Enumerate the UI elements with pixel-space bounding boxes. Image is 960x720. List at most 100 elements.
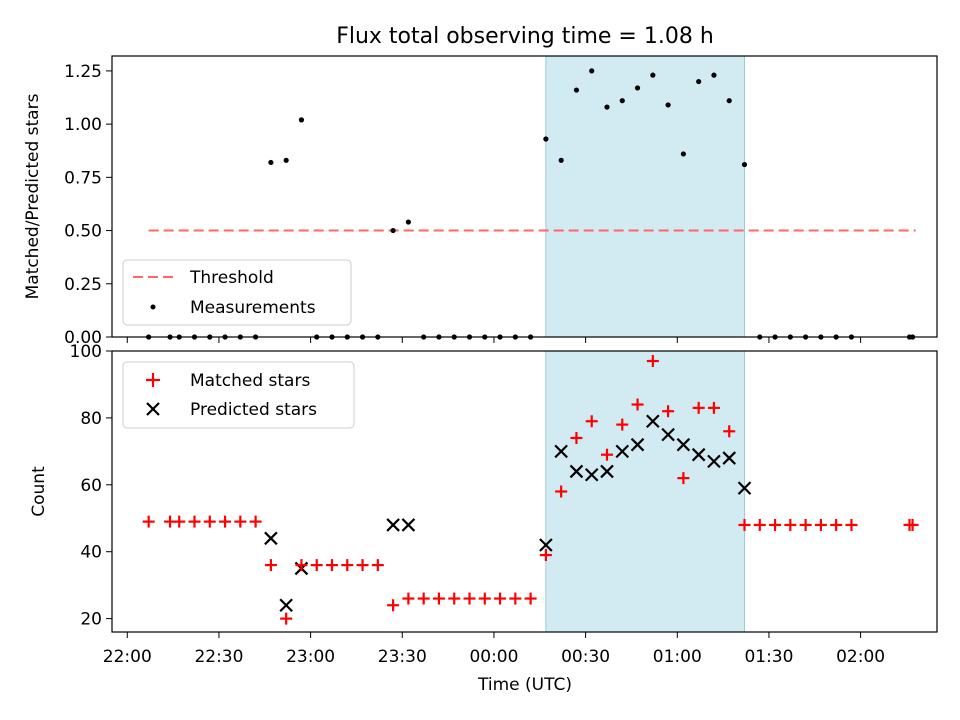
predicted-point [615, 444, 630, 459]
matched-point [769, 518, 782, 531]
matched-point [784, 518, 797, 531]
predicted-point-stroke [661, 427, 675, 442]
matched-point [707, 401, 720, 414]
measurement-point [573, 87, 580, 93]
matched-point [723, 425, 736, 438]
predicted-point-stroke [737, 481, 752, 495]
bottom-y-axis-label: Count [29, 466, 49, 517]
y-tick-label: 80 [80, 409, 102, 429]
matched-point [356, 559, 369, 572]
measurement-point [619, 98, 625, 104]
matched-point [448, 592, 461, 605]
predicted-point [554, 444, 568, 459]
matched-point [326, 559, 338, 572]
matched-point [280, 612, 293, 625]
bottom-legend-box [122, 361, 355, 429]
measurement-point [680, 151, 686, 157]
y-tick-label: 60 [80, 476, 102, 496]
matched-point [539, 549, 552, 562]
predicted-point [676, 437, 691, 452]
measurement-point [726, 98, 732, 104]
predicted-point [646, 414, 660, 429]
predicted-point-stroke [279, 598, 293, 613]
measurement-point [405, 219, 411, 225]
measurement-point [543, 136, 549, 142]
matched-point [387, 599, 400, 612]
predicted-point [569, 464, 584, 479]
predicted-point [401, 518, 416, 532]
matched-point [234, 515, 247, 528]
chart-title: Flux total observing time = 1.08 h [336, 24, 714, 49]
predicted-point [279, 598, 293, 613]
matched-point [799, 518, 812, 531]
matched-point [570, 431, 583, 444]
measurement-point [298, 117, 305, 123]
matched-point [753, 518, 766, 531]
matched-point [310, 559, 323, 572]
top-highlight-span [545, 55, 746, 338]
matched-points [142, 355, 919, 625]
matched-point [646, 355, 659, 368]
y-tick-label: 1.00 [64, 115, 102, 135]
predicted-point-stroke [615, 444, 630, 459]
predicted-point [264, 531, 278, 546]
legend-measurements-label: Measurements [190, 298, 316, 318]
top-axes: 0.00 0.25 0.50 0.75 1.00 1.25 Matched/Predict… [23, 55, 938, 348]
measurement-point [741, 161, 748, 168]
matched-point [494, 592, 507, 605]
matched-point [142, 515, 155, 528]
y-tick-label: 1.25 [64, 62, 102, 82]
x-tick-label: 00:30 [561, 647, 610, 667]
matched-point [677, 472, 690, 485]
x-tick-label: 23:00 [286, 647, 335, 667]
y-tick-label: 0.50 [64, 222, 102, 242]
matched-point [662, 405, 675, 418]
predicted-point-stroke [646, 414, 660, 429]
predicted-point [737, 481, 752, 495]
predicted-point-stroke [722, 451, 737, 465]
matched-point [845, 518, 858, 531]
y-tick-label: 0.75 [64, 168, 102, 188]
predicted-point [539, 538, 553, 552]
matched-point [264, 559, 277, 572]
legend-predicted-label: Predicted stars [190, 400, 317, 420]
measurement-point [650, 72, 656, 78]
y-tick-label: 100 [70, 342, 102, 362]
measurement-point [268, 159, 274, 166]
x-tick-label: 01:30 [744, 647, 793, 667]
matched-point [402, 592, 415, 605]
matched-point [585, 415, 598, 428]
bottom-legend: Matched stars Predicted stars [122, 361, 355, 429]
predicted-point [600, 464, 614, 479]
measurement-point [665, 102, 671, 108]
x-axis-label: Time (UTC) [477, 675, 572, 695]
matched-point [463, 592, 476, 605]
matched-point [738, 518, 751, 531]
matched-point [692, 401, 705, 414]
matched-point [188, 515, 201, 528]
measurement-point [283, 157, 289, 163]
top-legend-box [122, 259, 352, 326]
bottom-axes: 20 40 60 80 100 22:00 22:30 23:00 23:30 00:00 00:… [29, 342, 938, 695]
matched-point [371, 559, 384, 572]
bottom-highlight-span [545, 350, 746, 633]
top-axes-frame [111, 55, 938, 338]
matched-point [524, 592, 537, 605]
y-tick-label: 40 [80, 543, 102, 563]
matched-point [830, 518, 843, 531]
predicted-point-stroke [264, 531, 278, 546]
predicted-point [386, 518, 400, 532]
measurement-point [390, 227, 396, 234]
predicted-point-stroke [584, 467, 599, 482]
measurement-point [634, 85, 641, 91]
matched-point [203, 515, 216, 528]
bottom-x-ticks: 22:00 22:30 23:00 23:30 00:00 00:30 01:00 01:30… [103, 632, 885, 667]
x-tick-label: 22:30 [194, 647, 243, 667]
predicted-point [630, 437, 645, 452]
x-tick-label: 01:00 [653, 647, 702, 667]
measurement-point [711, 72, 717, 78]
matched-point [601, 448, 613, 461]
legend-matched-label: Matched stars [190, 371, 310, 391]
top-y-axis-label: Matched/Predicted stars [23, 93, 43, 299]
